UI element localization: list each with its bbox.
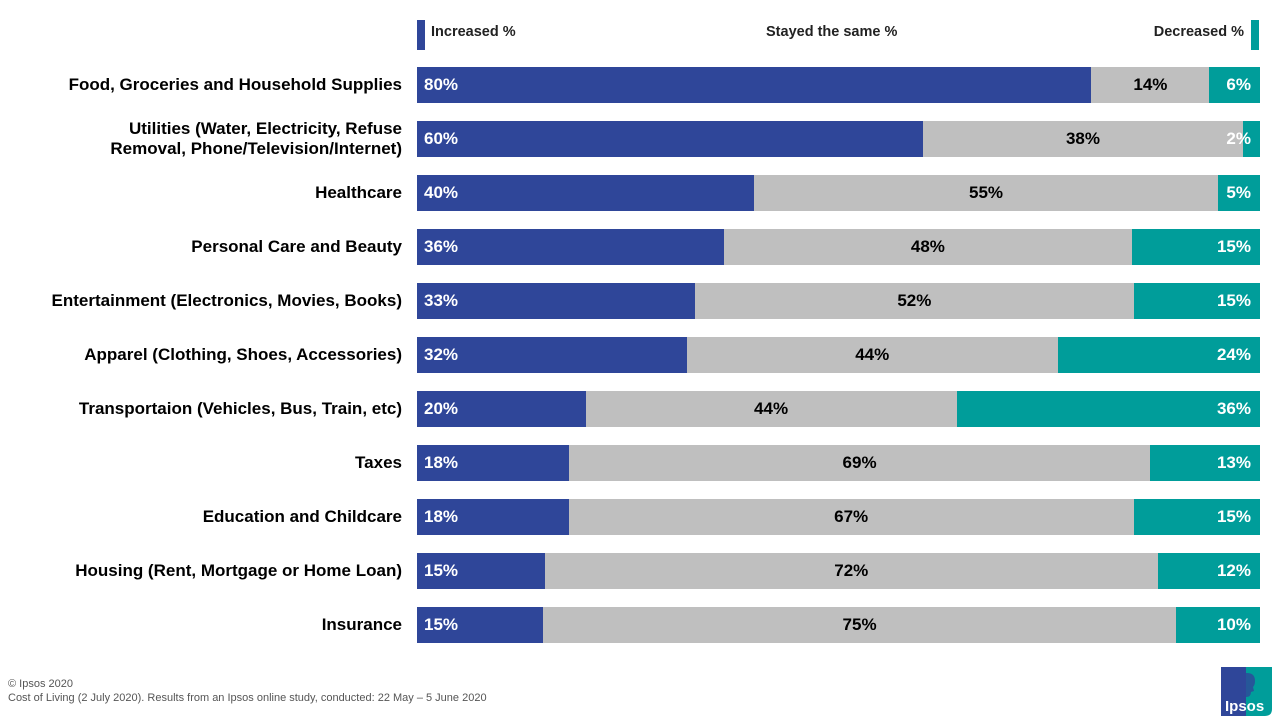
- data-label-decreased: 2%: [1226, 129, 1251, 148]
- bar-increased: [417, 499, 569, 535]
- bar-stayed-same: [686, 337, 1058, 373]
- bar-decreased: [1243, 121, 1260, 157]
- svg-text:Ipsos: Ipsos: [1225, 698, 1264, 715]
- data-label-stayed-same: 55%: [968, 183, 1004, 202]
- bar-increased: [417, 121, 923, 157]
- data-label-increased: 32%: [424, 345, 459, 364]
- category-label: Taxes: [355, 453, 402, 472]
- data-label-stayed-same: 69%: [842, 453, 877, 472]
- bar-stayed-same: [568, 499, 1134, 535]
- bar-stayed-same: [568, 445, 1151, 481]
- bar-decreased: [1133, 499, 1260, 535]
- data-label-increased: 15%: [424, 615, 459, 634]
- category-label: Personal Care and Beauty: [191, 237, 402, 256]
- data-label-stayed-same: 52%: [897, 291, 932, 310]
- bar-decreased: [1132, 229, 1260, 265]
- bar-stayed-same: [723, 229, 1133, 265]
- bar-increased: [417, 391, 586, 427]
- source-note: Cost of Living (2 July 2020). Results fr…: [8, 692, 487, 704]
- bar-decreased: [956, 391, 1260, 427]
- data-label-stayed-same: 48%: [910, 237, 945, 256]
- legend-marker-increased: [417, 20, 425, 50]
- legend-stayed-same: Stayed the same %: [766, 24, 898, 40]
- data-label-decreased: 15%: [1216, 507, 1251, 526]
- data-label-decreased: 36%: [1216, 399, 1251, 418]
- data-label-increased: 18%: [424, 507, 459, 526]
- category-label: Entertainment (Electronics, Movies, Book…: [51, 291, 402, 310]
- data-label-stayed-same: 44%: [754, 399, 789, 418]
- bar-stayed-same: [1091, 67, 1210, 103]
- legend-marker-decreased: [1251, 20, 1259, 50]
- data-label-increased: 15%: [424, 561, 459, 580]
- data-label-decreased: 12%: [1216, 561, 1251, 580]
- bar-increased: [417, 229, 724, 265]
- data-label-increased: 33%: [424, 291, 459, 310]
- data-label-decreased: 6%: [1226, 75, 1251, 94]
- bar-stayed-same: [544, 553, 1158, 589]
- data-label-stayed-same: 72%: [834, 561, 869, 580]
- bar-increased: [417, 607, 544, 643]
- legend-increased: Increased %: [431, 24, 516, 40]
- bar-decreased: [1133, 283, 1260, 319]
- bar-increased: [417, 445, 569, 481]
- data-label-decreased: 13%: [1216, 453, 1251, 472]
- data-label-increased: 60%: [424, 129, 459, 148]
- data-label-decreased: 24%: [1216, 345, 1251, 364]
- category-label: Education and Childcare: [202, 507, 402, 526]
- ipsos-logo: Ipsos: [1221, 667, 1272, 716]
- category-label: Insurance: [321, 615, 402, 634]
- bar-decreased: [1150, 445, 1260, 481]
- bar-increased: [417, 337, 687, 373]
- category-label: Transportaion (Vehicles, Bus, Train, etc…: [78, 399, 402, 418]
- data-label-stayed-same: 67%: [834, 507, 869, 526]
- legend-decreased: Decreased %: [1153, 24, 1244, 40]
- bar-decreased: [1057, 337, 1260, 373]
- bar-decreased: [1217, 175, 1260, 211]
- bar-increased: [417, 175, 755, 211]
- category-label: Apparel (Clothing, Shoes, Accessories): [84, 345, 402, 364]
- data-label-increased: 40%: [424, 183, 459, 202]
- data-label-decreased: 15%: [1216, 291, 1251, 310]
- bar-increased: [417, 283, 696, 319]
- data-label-decreased: 10%: [1216, 615, 1251, 634]
- bar-increased: [417, 553, 545, 589]
- data-label-increased: 18%: [424, 453, 459, 472]
- bar-stayed-same: [543, 607, 1176, 643]
- bar-decreased: [1209, 67, 1260, 103]
- bar-decreased: [1157, 553, 1260, 589]
- bar-stayed-same: [585, 391, 957, 427]
- data-label-stayed-same: 44%: [855, 345, 890, 364]
- category-label: Housing (Rent, Mortgage or Home Loan): [75, 561, 402, 580]
- category-label: Utilities (Water, Electricity, Refuse Rem…: [110, 119, 402, 158]
- copyright: © Ipsos 2020: [8, 678, 73, 690]
- bar-increased: [417, 67, 1092, 103]
- data-label-stayed-same: 75%: [842, 615, 877, 634]
- data-label-increased: 80%: [424, 75, 459, 94]
- data-label-stayed-same: 38%: [1065, 129, 1100, 148]
- bar-decreased: [1175, 607, 1260, 643]
- data-label-increased: 36%: [424, 237, 459, 256]
- data-label-decreased: 15%: [1216, 237, 1251, 256]
- bar-stayed-same: [695, 283, 1134, 319]
- data-label-decreased: 5%: [1226, 183, 1251, 202]
- bar-stayed-same: [754, 175, 1218, 211]
- data-label-increased: 20%: [424, 399, 459, 418]
- bar-stayed-same: [922, 121, 1244, 157]
- category-label: Healthcare: [315, 183, 402, 202]
- data-label-stayed-same: 14%: [1133, 75, 1168, 94]
- category-label: Food, Groceries and Household Supplies: [68, 75, 402, 94]
